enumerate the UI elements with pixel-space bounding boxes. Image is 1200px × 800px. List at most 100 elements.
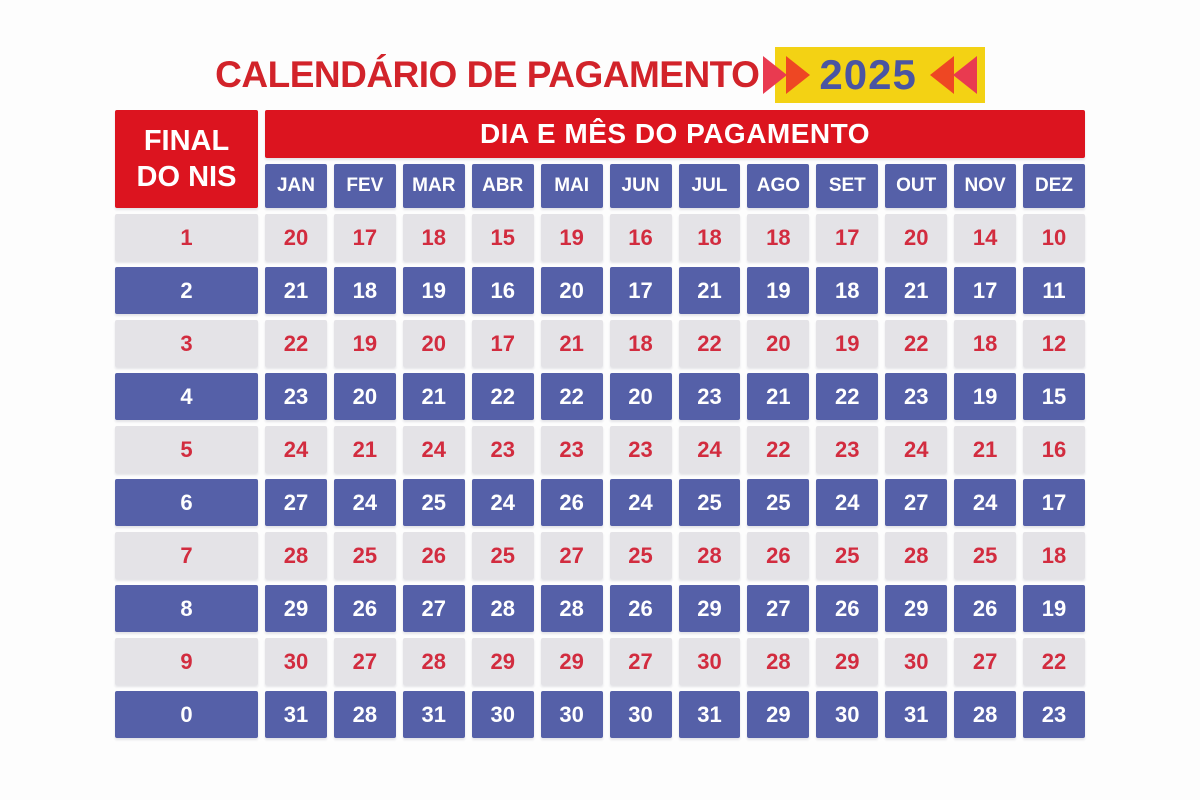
day-cell: 24 — [678, 426, 741, 473]
day-cell: 17 — [954, 267, 1017, 314]
month-header-cell: OUT — [885, 164, 948, 208]
day-cell: 29 — [678, 585, 741, 632]
day-cell: 20 — [609, 373, 672, 420]
day-cell: 29 — [540, 638, 603, 685]
month-header-cell: AGO — [747, 164, 810, 208]
day-cell: 31 — [402, 691, 465, 738]
day-cell: 22 — [747, 426, 810, 473]
day-cell: 19 — [816, 320, 879, 367]
day-cell: 31 — [678, 691, 741, 738]
day-cell: 21 — [678, 267, 741, 314]
nis-digit-cell: 4 — [115, 373, 258, 420]
nis-digit-cell: 6 — [115, 479, 258, 526]
month-header-cell: ABR — [471, 164, 534, 208]
day-cell: 26 — [402, 532, 465, 579]
month-header-cell: DEZ — [1023, 164, 1085, 208]
day-cell: 29 — [265, 585, 327, 632]
calendar-page: CALENDÁRIO DE PAGAMENTO 2025 FINAL DO NI… — [0, 0, 1200, 738]
day-cell: 23 — [678, 373, 741, 420]
nis-digit-cell: 8 — [115, 585, 258, 632]
column-group-header: DIA E MÊS DO PAGAMENTO — [265, 110, 1085, 158]
day-cell: 26 — [816, 585, 879, 632]
day-cell: 27 — [402, 585, 465, 632]
day-cell: 28 — [747, 638, 810, 685]
day-cell: 25 — [678, 479, 741, 526]
day-cell: 18 — [609, 320, 672, 367]
day-cell: 27 — [954, 638, 1017, 685]
day-cell: 18 — [1023, 532, 1085, 579]
day-cell: 24 — [816, 479, 879, 526]
day-cell: 25 — [333, 532, 396, 579]
day-cell: 22 — [471, 373, 534, 420]
day-cell: 24 — [402, 426, 465, 473]
nis-digit-cell: 5 — [115, 426, 258, 473]
day-cell: 30 — [678, 638, 741, 685]
day-cell: 17 — [1023, 479, 1085, 526]
day-cell: 15 — [1023, 373, 1085, 420]
day-cell: 22 — [816, 373, 879, 420]
day-cell: 12 — [1023, 320, 1085, 367]
day-cell: 20 — [333, 373, 396, 420]
day-cell: 25 — [609, 532, 672, 579]
day-cell: 20 — [265, 214, 327, 261]
row-header-final-do-nis: FINAL DO NIS — [115, 110, 258, 208]
day-cell: 18 — [747, 214, 810, 261]
day-cell: 23 — [540, 426, 603, 473]
page-header: CALENDÁRIO DE PAGAMENTO 2025 — [0, 0, 1200, 104]
day-cell: 30 — [540, 691, 603, 738]
day-cell: 21 — [885, 267, 948, 314]
day-cell: 27 — [540, 532, 603, 579]
month-header-cell: NOV — [954, 164, 1017, 208]
day-cell: 25 — [954, 532, 1017, 579]
rewind-icon — [929, 56, 977, 94]
day-cell: 23 — [816, 426, 879, 473]
day-cell: 21 — [333, 426, 396, 473]
day-cell: 28 — [885, 532, 948, 579]
day-cell: 22 — [540, 373, 603, 420]
day-cell: 27 — [747, 585, 810, 632]
day-cell: 11 — [1023, 267, 1085, 314]
day-cell: 25 — [747, 479, 810, 526]
day-cell: 28 — [333, 691, 396, 738]
nis-digit-cell: 2 — [115, 267, 258, 314]
day-cell: 23 — [471, 426, 534, 473]
day-cell: 16 — [471, 267, 534, 314]
day-cell: 31 — [885, 691, 948, 738]
day-cell: 21 — [747, 373, 810, 420]
day-cell: 26 — [609, 585, 672, 632]
day-cell: 21 — [540, 320, 603, 367]
day-cell: 20 — [885, 214, 948, 261]
month-header-cell: FEV — [333, 164, 396, 208]
day-cell: 23 — [265, 373, 327, 420]
nis-digit-cell: 0 — [115, 691, 258, 738]
day-cell: 24 — [333, 479, 396, 526]
day-cell: 25 — [402, 479, 465, 526]
day-cell: 21 — [265, 267, 327, 314]
day-cell: 17 — [333, 214, 396, 261]
day-cell: 30 — [265, 638, 327, 685]
day-cell: 18 — [954, 320, 1017, 367]
day-cell: 16 — [1023, 426, 1085, 473]
day-cell: 27 — [609, 638, 672, 685]
day-cell: 26 — [333, 585, 396, 632]
nis-digit-cell: 9 — [115, 638, 258, 685]
day-cell: 22 — [265, 320, 327, 367]
day-cell: 26 — [747, 532, 810, 579]
day-cell: 28 — [471, 585, 534, 632]
day-cell: 24 — [954, 479, 1017, 526]
day-cell: 27 — [885, 479, 948, 526]
day-cell: 25 — [471, 532, 534, 579]
day-cell: 16 — [609, 214, 672, 261]
day-cell: 29 — [816, 638, 879, 685]
day-cell: 22 — [1023, 638, 1085, 685]
day-cell: 17 — [609, 267, 672, 314]
day-cell: 21 — [954, 426, 1017, 473]
day-cell: 30 — [609, 691, 672, 738]
day-cell: 22 — [678, 320, 741, 367]
month-header-cell: JUL — [678, 164, 741, 208]
payment-table: FINAL DO NIS DIA E MÊS DO PAGAMENTO JAN FEV… — [115, 110, 1085, 738]
day-cell: 24 — [265, 426, 327, 473]
day-cell: 28 — [678, 532, 741, 579]
day-cell: 24 — [885, 426, 948, 473]
day-cell: 21 — [402, 373, 465, 420]
